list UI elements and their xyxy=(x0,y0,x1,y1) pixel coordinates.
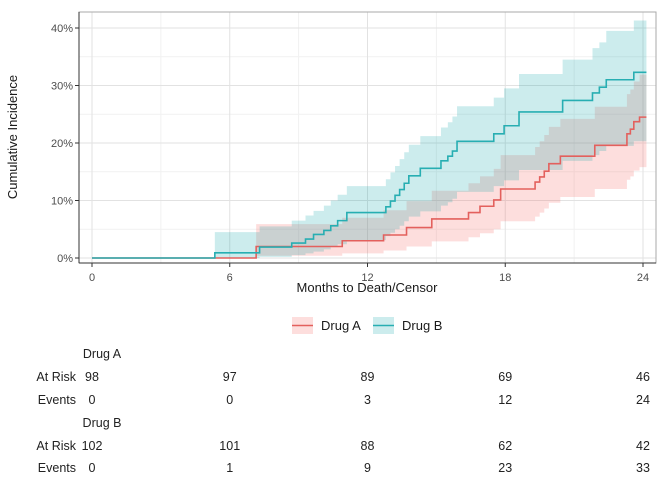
y-tick-label: 40% xyxy=(51,23,73,35)
events-value: 9 xyxy=(364,461,371,475)
x-axis-title: Months to Death/Censor xyxy=(297,280,439,295)
events-value: 12 xyxy=(498,393,513,407)
legend-label-drug-b: Drug B xyxy=(402,318,442,333)
step-curves xyxy=(92,71,647,259)
events-value: 24 xyxy=(636,393,650,407)
at-risk-value: 46 xyxy=(636,370,650,384)
at-risk-row-label: At Risk xyxy=(36,370,76,384)
table-row: At Risk 102 101 88 62 42 xyxy=(0,439,672,454)
ci-band-drug-b xyxy=(214,20,647,259)
at-risk-value: 69 xyxy=(498,370,513,384)
legend-label-drug-a: Drug A xyxy=(321,318,361,333)
risk-table-group-label: Drug A xyxy=(82,347,122,361)
table-row: Events 0 1 9 23 33 xyxy=(0,461,672,476)
x-tick-label: 24 xyxy=(637,272,649,284)
events-value: 0 xyxy=(226,393,234,407)
table-row: Events 0 0 3 12 24 xyxy=(0,393,672,408)
risk-table-group-label: Drug B xyxy=(82,416,122,430)
events-value: 0 xyxy=(88,393,96,407)
y-tick-label: 0% xyxy=(57,253,73,265)
risk-table: Drug A At Risk 98 97 89 69 46 Events 0 0 3 12 24 Drug… xyxy=(0,344,672,476)
at-risk-value: 88 xyxy=(360,439,375,453)
events-value: 3 xyxy=(364,393,371,407)
events-row-label: Events xyxy=(37,393,76,407)
at-risk-value: 62 xyxy=(498,439,513,453)
events-value: 1 xyxy=(226,461,234,475)
table-row: At Risk 98 97 89 69 46 xyxy=(0,370,672,385)
events-row-label: Events xyxy=(37,461,76,475)
axis-ticks xyxy=(75,27,644,267)
table-row: Drug A xyxy=(0,347,672,362)
curve-drug-b xyxy=(92,71,647,259)
y-tick-label: 10% xyxy=(51,195,73,207)
x-tick-label: 18 xyxy=(499,272,511,284)
y-axis-title: Cumulative Incidence xyxy=(5,75,20,199)
events-value: 0 xyxy=(88,461,96,475)
x-tick-label: 6 xyxy=(227,272,233,284)
events-value: 23 xyxy=(498,461,513,475)
y-tick-label: 20% xyxy=(51,138,73,150)
y-tick-label: 30% xyxy=(51,80,73,92)
x-tick-label: 0 xyxy=(89,272,95,284)
confidence-bands xyxy=(214,20,647,259)
at-risk-value: 101 xyxy=(219,439,241,453)
axis-tick-labels: 0 6 12 18 24 0% 10% 20% 30% 40% xyxy=(51,23,649,284)
at-risk-value: 102 xyxy=(81,439,103,453)
legend: Drug A Drug B xyxy=(292,317,442,334)
events-value: 33 xyxy=(636,461,650,475)
table-row: Drug B xyxy=(0,416,672,431)
at-risk-value: 97 xyxy=(222,370,237,384)
cumulative-incidence-plot: 0 6 12 18 24 0% 10% 20% 30% 40% Months to Death/C… xyxy=(5,11,657,334)
at-risk-value: 98 xyxy=(85,370,99,384)
at-risk-row-label: At Risk xyxy=(36,439,76,453)
at-risk-value: 89 xyxy=(360,370,375,384)
x-tick-label: 12 xyxy=(361,272,373,284)
at-risk-value: 42 xyxy=(636,439,650,453)
curve-drug-a xyxy=(92,116,647,259)
